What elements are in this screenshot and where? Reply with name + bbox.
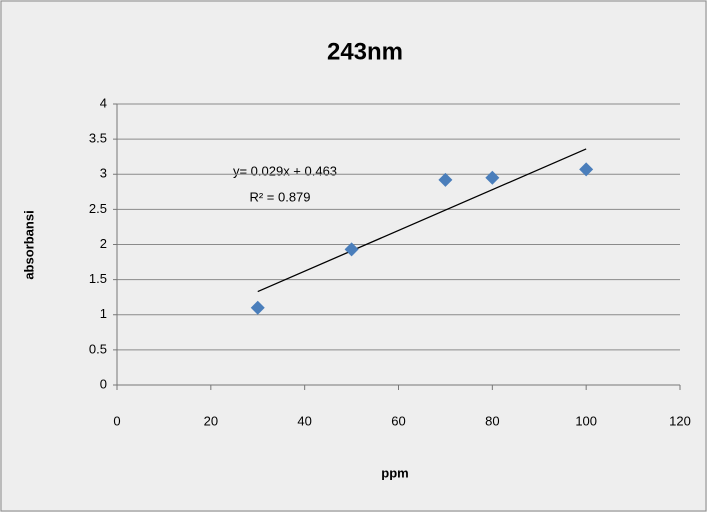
y-tick-label: 3.5: [89, 131, 107, 146]
y-tick-label: 2: [100, 236, 107, 251]
y-axis-label: absorbansi: [21, 210, 36, 279]
y-tick-label: 1: [100, 306, 107, 321]
data-point: [485, 170, 500, 185]
data-point: [250, 300, 265, 315]
x-tick-label: 120: [669, 413, 691, 428]
x-tick-label: 0: [113, 413, 120, 428]
x-axis-label: ppm: [381, 465, 408, 480]
x-tick-label: 20: [204, 413, 218, 428]
y-tick-label: 0: [100, 376, 107, 391]
y-tick-label: 0.5: [89, 341, 107, 356]
y-tick-label: 3: [100, 166, 107, 181]
data-point: [344, 242, 359, 257]
r-squared: R² = 0.879: [249, 189, 310, 204]
trendline-equation: y= 0.029x + 0.463: [233, 163, 337, 178]
x-tick-label: 40: [297, 413, 311, 428]
trendline: [257, 148, 587, 293]
x-tick-label: 100: [575, 413, 597, 428]
x-tick-label: 60: [391, 413, 405, 428]
y-tick-label: 4: [100, 95, 107, 110]
data-point: [579, 162, 594, 177]
data-point: [438, 172, 453, 187]
y-tick-label: 1.5: [89, 271, 107, 286]
chart-title: 243nm: [327, 38, 403, 65]
x-tick-label: 80: [485, 413, 499, 428]
y-tick-label: 2.5: [89, 201, 107, 216]
